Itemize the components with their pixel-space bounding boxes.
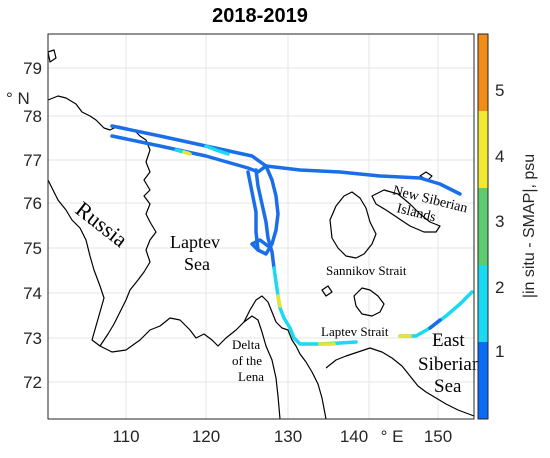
colorbar-tick-1: 1 [495, 342, 504, 361]
colorbar-tick-5: 5 [495, 81, 504, 100]
lon-tick-130: 130 [274, 427, 302, 446]
graticule [48, 34, 474, 419]
lon-unit-label: ° E [381, 427, 404, 446]
track-cyan-segment-top [204, 144, 230, 156]
track-north-south-2 [246, 170, 260, 252]
colorbar-segment-4 [478, 111, 488, 188]
lat-tick-77: 77 [23, 151, 42, 170]
lyakhovsky-island [353, 287, 385, 317]
lat-unit-label: ° N [6, 89, 30, 108]
label-east-siberian-3: Sea [434, 376, 462, 397]
track-southern-leg [110, 134, 268, 174]
mainland-south-coast [99, 315, 281, 420]
map-area: Russia Laptev Sea New Siberian Islands S… [47, 33, 482, 420]
lena-delta [243, 295, 327, 420]
new-siberia-island [371, 189, 441, 233]
colorbar-segment-5 [478, 34, 488, 111]
lon-tick-150: 150 [424, 427, 452, 446]
label-delta-2: of the [232, 353, 262, 368]
track-yellow-south [276, 294, 282, 308]
lat-tick-72: 72 [23, 373, 42, 392]
colorbar-segment-3 [478, 188, 488, 265]
colorbar-segment-1 [478, 342, 488, 419]
label-laptev-strait: Laptev Strait [321, 324, 389, 339]
kotelny-island [329, 191, 377, 259]
track-yellow-segment [182, 150, 192, 156]
lat-tick-78: 78 [23, 107, 42, 126]
track-loop [250, 164, 280, 256]
track-northern-transect [110, 124, 462, 196]
label-laptev-sea-1: Laptev [170, 232, 220, 252]
lat-tick-73: 73 [23, 329, 42, 348]
label-laptev-sea-2: Sea [184, 254, 210, 274]
lon-tick-140: 140 [340, 427, 368, 446]
lat-tick-74: 74 [23, 284, 42, 303]
label-delta-3: Lena [238, 369, 264, 384]
colorbar-segment-2 [478, 265, 488, 342]
lat-tick-75: 75 [23, 239, 42, 258]
label-east-siberian-1: East [432, 330, 465, 351]
colorbar-label: |in situ - SMAP|, psu [521, 154, 538, 298]
lon-tick-120: 120 [192, 427, 220, 446]
lat-tick-79: 79 [23, 59, 42, 78]
longitude-axis: 110 120 130 140 ° E 150 [112, 427, 452, 446]
colorbar-frame [477, 33, 489, 420]
colorbar-tick-3: 3 [495, 212, 504, 231]
label-delta-1: Delta [232, 337, 260, 352]
colorbar-tick-2: 2 [495, 278, 504, 297]
track-south-to-strait [272, 266, 296, 340]
islands-nw [47, 49, 57, 63]
ship-tracks [110, 124, 474, 346]
small-island-a [321, 285, 333, 297]
taymyr-coast [47, 95, 157, 347]
lat-tick-76: 76 [23, 194, 42, 213]
colorbar: 1 2 3 4 5 |in situ - SMAP|, psu [477, 33, 538, 420]
colorbar-tick-4: 4 [495, 147, 504, 166]
label-sannikov-strait: Sannikov Strait [326, 263, 407, 278]
map-frame [47, 33, 475, 420]
east-mainland-coast [325, 347, 475, 417]
coastlines [47, 49, 475, 420]
track-north-south-1 [254, 168, 276, 270]
figure-title: 2018-2019 [212, 5, 308, 27]
lon-tick-110: 110 [112, 427, 139, 446]
track-east-blue [428, 318, 442, 330]
latitude-axis: 79 ° N 78 77 76 75 74 73 72 [6, 59, 42, 392]
label-east-siberian-2: Siberian [418, 354, 482, 375]
